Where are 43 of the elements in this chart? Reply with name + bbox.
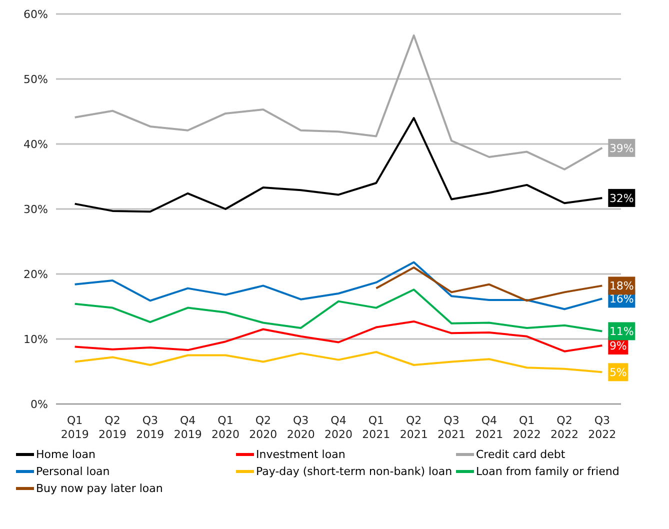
data-label: 5% [609,366,627,380]
x-tick-label: Q3 2021 [438,414,466,441]
data-label: 16% [609,292,634,306]
x-tick-label: Q1 2022 [512,414,541,441]
legend-label: Investment loan [256,448,346,461]
line-series [74,320,604,352]
x-tick-label: Q1 2020 [212,414,240,441]
x-tick-label: Q3 2020 [286,414,315,441]
x-tick-label: Q2 2020 [249,414,278,441]
legend-label: Pay-day (short-term non-bank) loan [256,465,452,478]
x-tick-label: Q3 2022 [588,414,616,441]
line-series [375,266,604,302]
line-series [74,288,604,332]
y-tick-label: 40% [24,138,48,151]
legend-label: Loan from family or friend [476,465,620,478]
y-tick-label: 10% [24,332,48,346]
y-tick-label: 50% [24,72,48,86]
y-tick-label: 60% [24,8,48,21]
x-tick-label: Q4 2021 [475,414,504,441]
y-tick-label: 30% [24,202,48,216]
legend-label: Buy now pay later loan [36,482,163,495]
data-label: 32% [609,192,634,205]
y-tick-label: 0% [30,398,48,411]
x-tick-label: Q4 2019 [174,414,202,441]
legend-label: Personal loan [36,465,110,478]
data-label: 18% [609,280,634,293]
x-tick-label: Q3 2019 [136,414,164,441]
x-tick-label: Q1 2019 [60,414,89,441]
x-tick-label: Q2 2019 [98,414,126,441]
legend-label: Home loan [36,448,96,461]
line-series [74,261,604,310]
line-series [74,351,604,374]
x-tick-label: Q2 2022 [550,414,578,441]
x-tick-label: Q4 2020 [324,414,352,441]
line-series [74,117,604,213]
y-tick-label: 20% [24,268,48,281]
line-series [74,34,604,170]
data-label: 11% [609,325,634,338]
legend-label: Credit card debt [476,448,566,461]
x-tick-label: Q1 2021 [362,414,390,441]
x-tick-label: Q2 2021 [400,414,428,441]
data-label: 39% [609,142,634,155]
data-label: 9% [609,340,627,352]
